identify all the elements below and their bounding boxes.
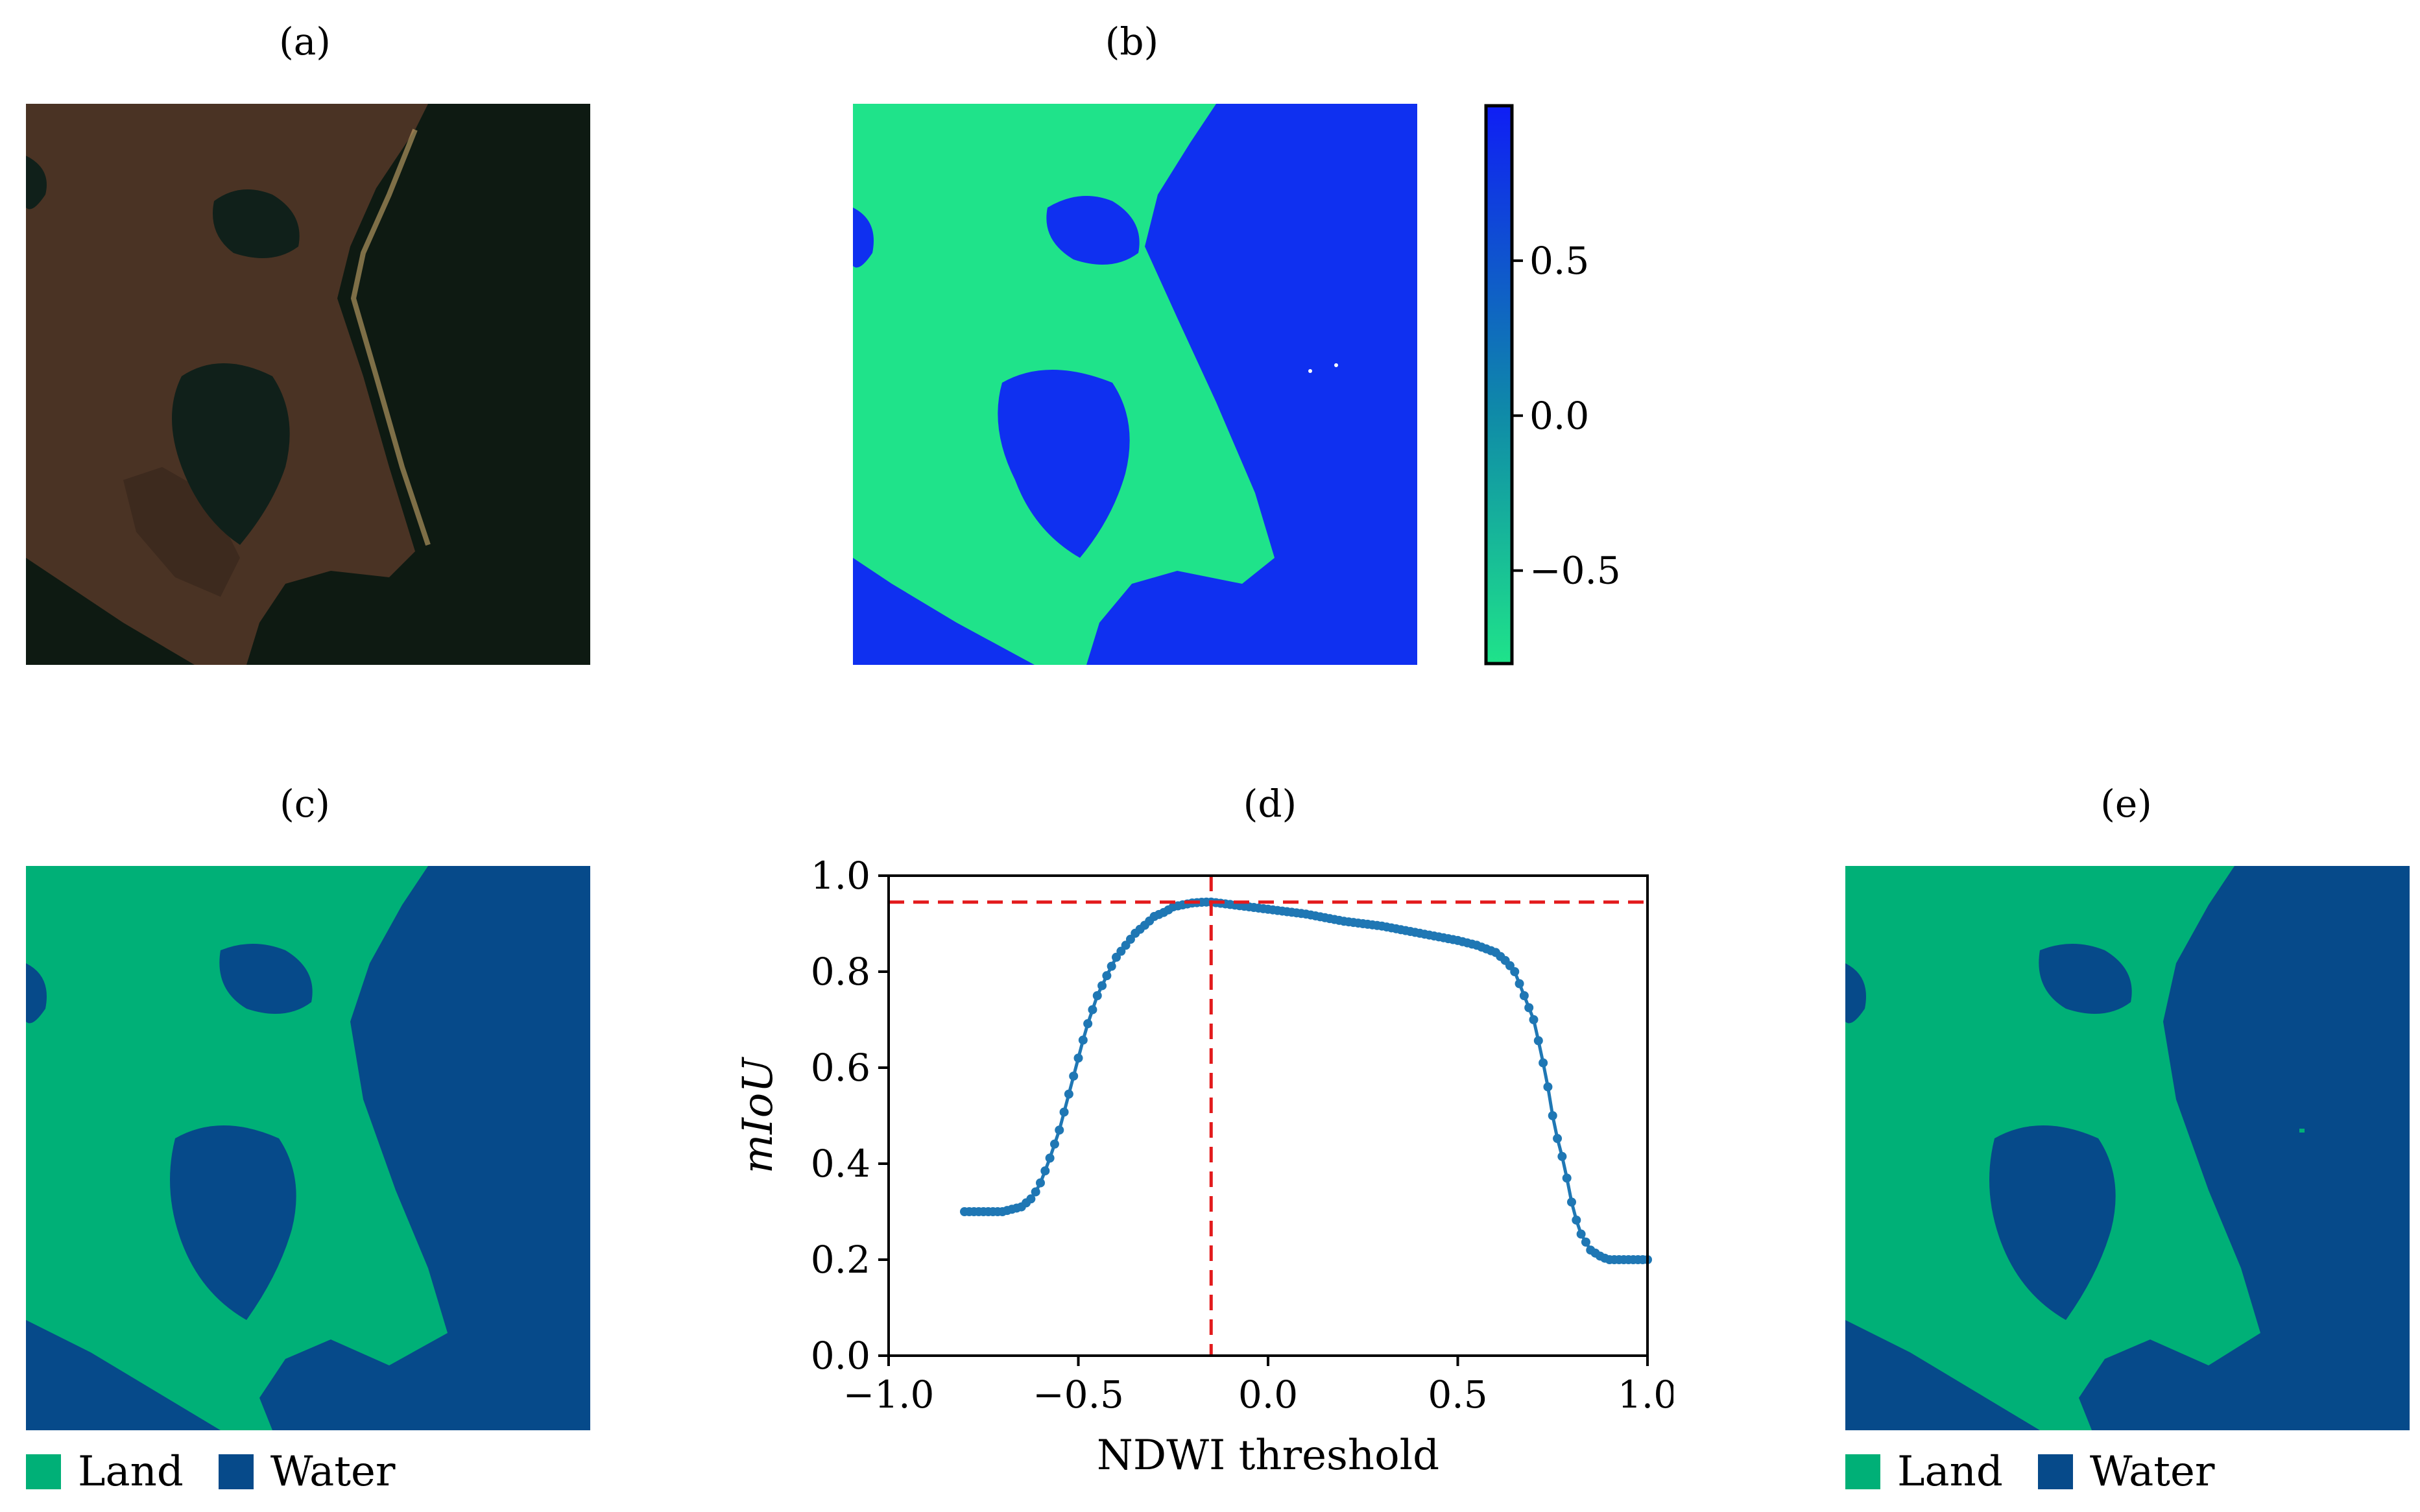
miou-data-point	[1529, 1015, 1539, 1024]
miou-data-point	[1073, 1053, 1083, 1063]
miou-data-point	[1031, 1187, 1040, 1197]
ndwi-map	[853, 104, 1417, 665]
miou-data-point	[1567, 1197, 1576, 1207]
miou-data-point	[1049, 1139, 1059, 1149]
miou-series-line	[964, 900, 1647, 1262]
miou-data-point	[1078, 1035, 1088, 1045]
legend-water-swatch	[218, 1454, 254, 1489]
y-axis-label: mIoU	[734, 1057, 782, 1174]
legend-land-swatch	[1845, 1454, 1880, 1489]
miou-data-point	[1055, 1125, 1064, 1135]
legend-water-swatch	[2037, 1454, 2073, 1489]
miou-data-point	[1515, 979, 1524, 989]
miou-data-point	[1581, 1237, 1590, 1247]
predicted-mask	[1845, 866, 2410, 1430]
miou-data-point	[1026, 1194, 1036, 1204]
colorbar-tick-label: 0.0	[1529, 394, 1589, 438]
x-tick-label: −0.5	[1033, 1373, 1124, 1417]
miou-data-point	[1543, 1082, 1553, 1092]
panel-label-a: (a)	[279, 19, 331, 64]
miou-data-point	[1553, 1134, 1563, 1144]
miou-data-point	[1059, 1107, 1069, 1117]
miou-data-point	[1539, 1058, 1548, 1068]
y-tick-label: 0.8	[811, 950, 870, 994]
miou-data-point	[1548, 1111, 1557, 1120]
miou-data-point	[1045, 1153, 1055, 1163]
miou-data-point	[1097, 981, 1107, 990]
miou-data-point	[1102, 971, 1112, 981]
legend-land-label: Land	[1897, 1448, 2003, 1496]
legend-land-swatch	[26, 1454, 61, 1489]
x-tick-label: 0.0	[1238, 1373, 1298, 1417]
miou-data-point	[1083, 1019, 1093, 1029]
miou-data-point	[1107, 961, 1116, 971]
panel-label-d: (d)	[1243, 782, 1297, 826]
y-tick-label: 0.0	[811, 1334, 870, 1378]
colorbar-tick-label: 0.5	[1529, 239, 1589, 283]
x-tick-label: 1.0	[1618, 1373, 1673, 1417]
panel-label-e: (e)	[2100, 782, 2152, 826]
ndwi-colorbar: 0.5 0.0 −0.5	[1484, 104, 1621, 666]
legend-water-label: Water	[2089, 1448, 2215, 1496]
miou-data-point	[1064, 1089, 1073, 1099]
y-tick-label: 0.4	[811, 1142, 870, 1186]
miou-data-point	[1069, 1071, 1079, 1081]
rgb-satellite-image	[26, 104, 590, 665]
miou-data-point	[1040, 1166, 1050, 1176]
miou-data-point	[1576, 1229, 1586, 1239]
panel-label-b: (b)	[1105, 19, 1159, 64]
miou-data-point	[1510, 967, 1520, 976]
miou-data-point	[1557, 1151, 1567, 1161]
miou-data-point	[1519, 991, 1529, 1000]
panel-label-c: (c)	[280, 782, 330, 826]
miou-data-point	[1088, 1005, 1097, 1014]
x-tick-label: 0.5	[1428, 1373, 1487, 1417]
miou-data-point	[1533, 1036, 1543, 1046]
colorbar-tick-label: −0.5	[1529, 549, 1621, 593]
miou-data-point	[1092, 991, 1102, 1000]
miou-threshold-chart: −1.0 −0.5 0.0 0.5 1.0 0.0 0.2 0.4 0.6 0.8 1.0 NDW…	[734, 854, 1673, 1480]
colorbar-gradient	[1484, 104, 1514, 666]
ground-truth-mask	[26, 866, 590, 1430]
x-axis-label: NDWI threshold	[1097, 1432, 1439, 1480]
miou-data-point	[1572, 1215, 1581, 1225]
y-tick-label: 0.2	[811, 1238, 870, 1282]
legend-water-label: Water	[270, 1448, 396, 1496]
x-tick-label: −1.0	[843, 1373, 935, 1417]
plot-frame	[887, 874, 1649, 1357]
legend-c: Land Water	[26, 1448, 430, 1496]
miou-data-point	[1524, 1003, 1534, 1013]
miou-data-point	[1036, 1178, 1045, 1188]
miou-data-point	[1562, 1173, 1572, 1183]
y-tick-label: 0.6	[811, 1046, 870, 1090]
legend-land-label: Land	[78, 1448, 184, 1496]
legend-e: Land Water	[1845, 1448, 2249, 1496]
y-tick-label: 1.0	[811, 854, 870, 898]
